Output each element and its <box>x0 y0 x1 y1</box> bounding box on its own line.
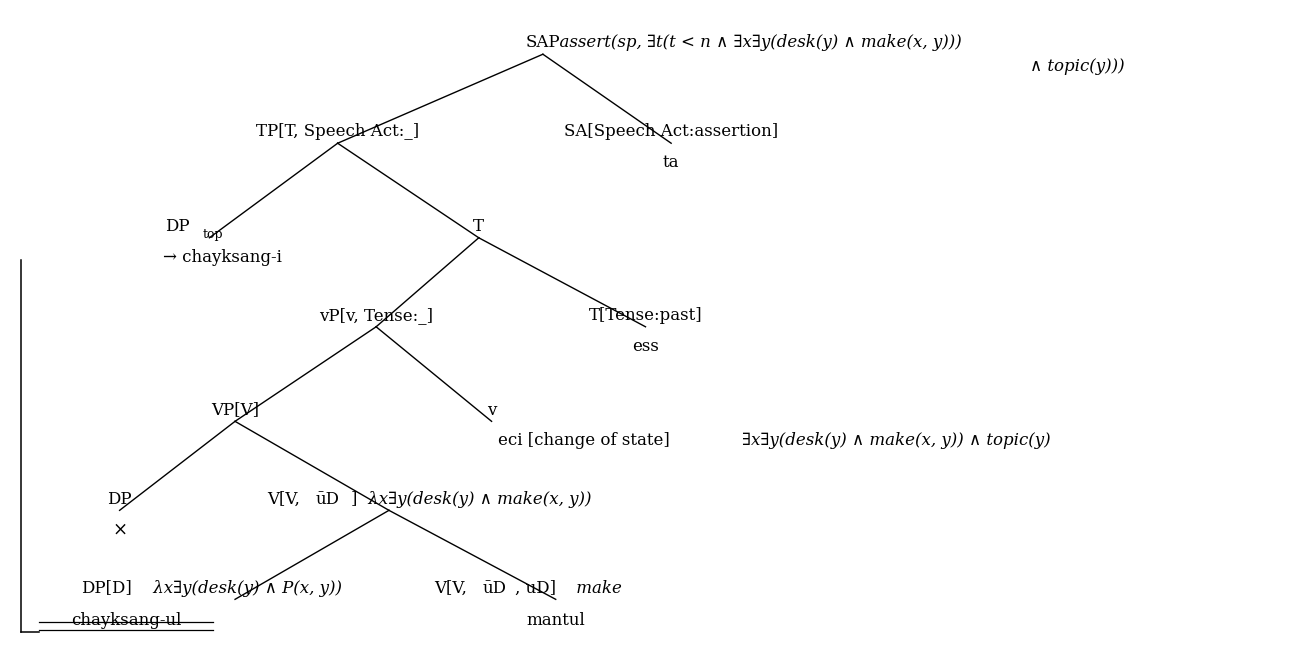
Text: ∧ topic(y))): ∧ topic(y))) <box>1030 58 1124 75</box>
Text: chayksang-ul: chayksang-ul <box>71 612 181 629</box>
Text: ūD: ūD <box>316 491 340 507</box>
Text: make: make <box>571 579 622 597</box>
Text: TP[T, Speech Act:_]: TP[T, Speech Act:_] <box>256 123 420 141</box>
Text: λx∃y(desk(y) ∧ P(x, y)): λx∃y(desk(y) ∧ P(x, y)) <box>148 579 342 597</box>
Text: → chayksang-i: → chayksang-i <box>163 249 281 266</box>
Text: vP[v, Tense:_]: vP[v, Tense:_] <box>319 307 434 324</box>
Text: DP[D]: DP[D] <box>81 579 132 597</box>
Text: ess: ess <box>633 338 658 354</box>
Text: v: v <box>487 402 496 419</box>
Text: V[V,: V[V, <box>434 579 473 597</box>
Text: eci [change of state]: eci [change of state] <box>498 432 675 449</box>
Text: VP[V]: VP[V] <box>210 402 259 419</box>
Text: ]: ] <box>350 491 356 507</box>
Text: DP: DP <box>107 491 132 507</box>
Text: DP: DP <box>165 218 190 235</box>
Text: ta: ta <box>662 154 679 171</box>
Text: SAP: SAP <box>525 34 560 51</box>
Text: , uD]: , uD] <box>515 579 555 597</box>
Text: V[V,: V[V, <box>267 491 305 507</box>
Text: ūD: ūD <box>483 579 506 597</box>
Text: top: top <box>203 227 223 240</box>
Text: λx∃y(desk(y) ∧ make(x, y)): λx∃y(desk(y) ∧ make(x, y)) <box>363 491 591 507</box>
Text: T: T <box>474 218 484 235</box>
Text: T[Tense:past]: T[Tense:past] <box>589 307 702 324</box>
Text: mantul: mantul <box>527 612 585 629</box>
Text: ∃x∃y(desk(y) ∧ make(x, y)) ∧ topic(y): ∃x∃y(desk(y) ∧ make(x, y)) ∧ topic(y) <box>742 432 1051 449</box>
Text: ×: × <box>112 520 128 538</box>
Text: SA[Speech Act:assertion]: SA[Speech Act:assertion] <box>564 123 778 141</box>
Text: assert(sp, ∃t(t < n ∧ ∃x∃y(desk(y) ∧ make(x, y))): assert(sp, ∃t(t < n ∧ ∃x∃y(desk(y) ∧ mak… <box>549 34 962 51</box>
